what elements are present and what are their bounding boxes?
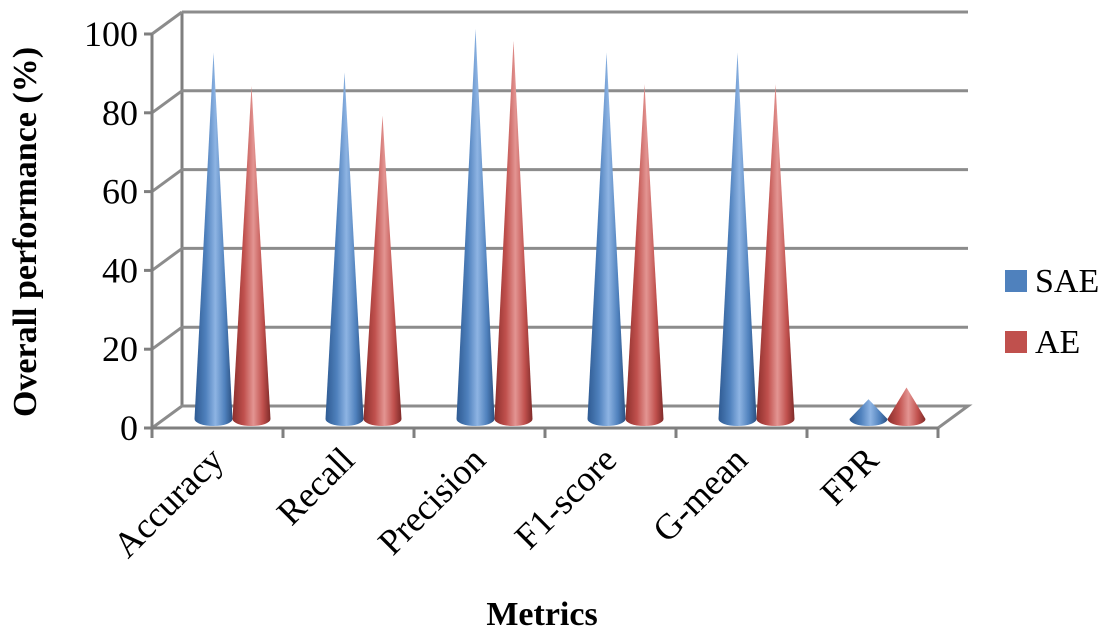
y-axis-title: Overall performance (%) [7,47,44,417]
legend-swatch-sae [1005,270,1027,292]
cone-layer [194,28,926,427]
grid-layer [147,10,973,430]
cone-sae-precision [456,28,495,427]
cone-ae-f1-score [625,84,664,427]
cone-sae-fpr [849,399,888,427]
x-tick-label: Recall [269,439,362,532]
y-tick-label: 80 [102,93,138,133]
y-tick-label: 60 [102,172,138,212]
cone-sae-recall [325,72,364,427]
x-tick-label: FPR [813,439,887,513]
cone-ae-g-mean [756,84,795,427]
gridline-side-40 [151,247,183,272]
x-tick-label: F1-score [507,439,624,556]
y-tick-label: 100 [84,14,138,54]
x-axis-title: Metrics [486,596,597,633]
cone-sae-f1-score [587,52,626,426]
legend-label-ae: AE [1035,324,1080,361]
cone-ae-recall [363,115,402,427]
cone-ae-precision [494,40,533,427]
x-tick-label: G-mean [645,439,755,549]
legend-label-sae: SAE [1035,263,1099,300]
y-tick-label: 0 [120,408,138,448]
gridline-side-100 [151,10,183,36]
legend: SAE AE [1005,263,1099,361]
floor-plane [147,404,973,430]
cone-ae-fpr [887,387,926,427]
y-tick-label: 20 [102,329,138,369]
cone-sae-g-mean [718,52,757,427]
x-tick-label: Precision [370,439,493,562]
y-tick-label: 40 [102,250,138,290]
x-tick-label: Accuracy [105,439,231,565]
cone-sae-accuracy [194,52,233,427]
legend-swatch-ae [1005,331,1027,353]
gridline-side-20 [151,325,183,351]
gridline-side-80 [151,89,183,115]
gridline-side-60 [151,168,183,193]
cone-ae-accuracy [232,86,271,427]
